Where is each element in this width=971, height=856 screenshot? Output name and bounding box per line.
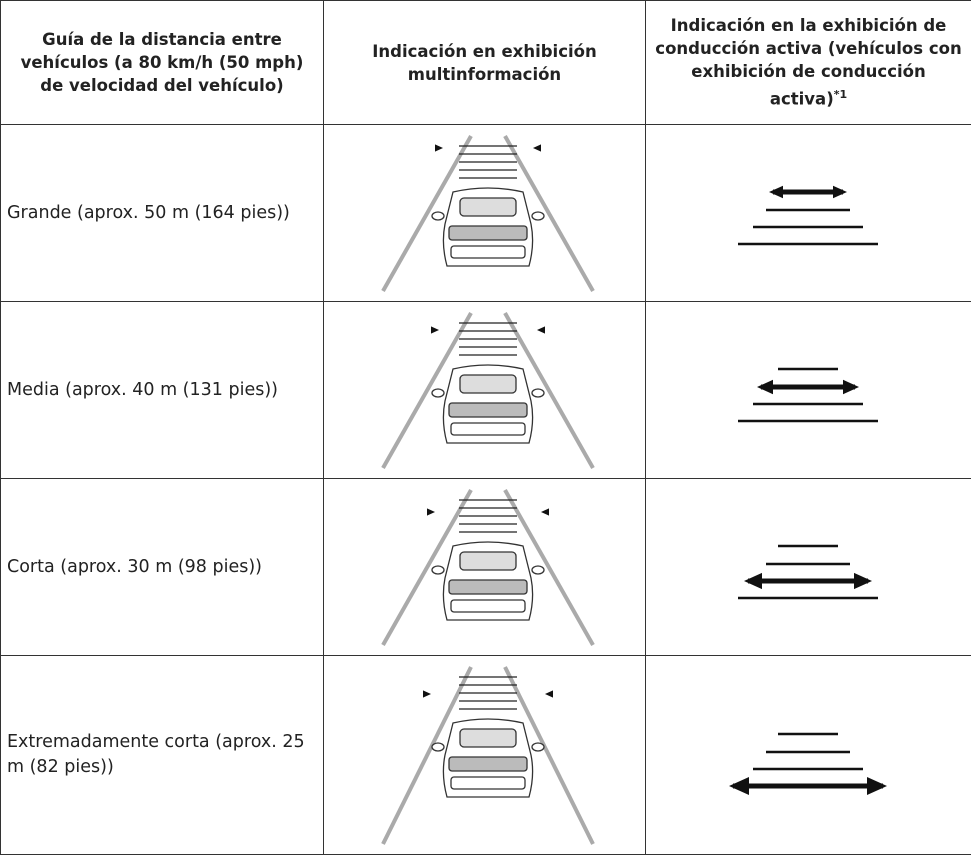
right-illustration xyxy=(737,185,878,245)
right-cell xyxy=(645,124,971,302)
car xyxy=(430,186,545,267)
arrow xyxy=(728,776,749,795)
road-edge xyxy=(380,134,473,292)
mid-cell xyxy=(323,124,646,302)
car-tail xyxy=(447,401,528,418)
header-text: Indicación en exhibición multinformación xyxy=(372,41,597,84)
mid-illustration xyxy=(380,311,595,469)
header-cell: Guía de la distancia entre vehículos (a … xyxy=(0,0,324,125)
mid-illustration xyxy=(380,488,595,646)
arrow xyxy=(853,572,872,589)
right-illustration xyxy=(737,544,878,599)
arrow xyxy=(544,689,553,698)
arrow xyxy=(540,507,549,516)
distance-label: Grande (aprox. 50 m (164 pies)) xyxy=(0,124,324,302)
car-window xyxy=(458,727,517,748)
road-edge xyxy=(380,488,473,646)
mirror xyxy=(430,741,445,752)
distance-label: Corta (aprox. 30 m (98 pies)) xyxy=(0,478,324,656)
right-illustration xyxy=(737,367,878,422)
car-window xyxy=(458,196,517,217)
footnote-ref: *1 xyxy=(833,88,848,102)
table-row: Media (aprox. 40 m (131 pies)) xyxy=(0,301,971,479)
arrow xyxy=(832,185,847,198)
header-cell: Indicación en exhibición multinformación xyxy=(323,0,646,125)
arrow xyxy=(842,379,859,394)
mid-cell xyxy=(323,655,646,855)
car xyxy=(430,540,545,621)
table-row: Extremadamente corta (aprox. 25 m (82 pi… xyxy=(0,655,971,855)
car-bumper xyxy=(449,421,526,436)
road-edge xyxy=(380,311,473,469)
road-edge xyxy=(502,665,595,845)
distance-label: Media (aprox. 40 m (131 pies)) xyxy=(0,301,324,479)
arrow xyxy=(430,325,439,334)
table-row: Corta (aprox. 30 m (98 pies)) xyxy=(0,478,971,656)
car-bumper xyxy=(449,244,526,259)
right-cell xyxy=(645,301,971,479)
mirror xyxy=(530,741,545,752)
car-bumper xyxy=(449,598,526,613)
road-edge xyxy=(502,311,595,469)
car xyxy=(430,717,545,798)
mirror xyxy=(430,210,445,221)
arrow xyxy=(866,776,887,795)
arrow xyxy=(768,185,783,198)
mirror xyxy=(530,564,545,575)
road-edge xyxy=(502,134,595,292)
car xyxy=(430,363,545,444)
car-tail xyxy=(447,755,528,772)
mirror xyxy=(430,564,445,575)
road-edge xyxy=(380,665,473,845)
car-tail xyxy=(447,578,528,595)
header-cell: Indicación en la exhibición de conducció… xyxy=(645,0,971,125)
mirror xyxy=(530,387,545,398)
car-window xyxy=(458,550,517,571)
table-body: Grande (aprox. 50 m (164 pies)) Media (ap… xyxy=(0,124,971,855)
mid-cell xyxy=(323,478,646,656)
car-window xyxy=(458,373,517,394)
mirror xyxy=(430,387,445,398)
arrow xyxy=(532,143,541,152)
arrow xyxy=(756,379,773,394)
right-illustration xyxy=(728,732,887,795)
right-cell xyxy=(645,478,971,656)
car-bumper xyxy=(449,775,526,790)
header-text: Guía de la distancia entre vehículos (a … xyxy=(20,30,304,95)
mid-illustration xyxy=(380,665,595,845)
arrow xyxy=(434,143,443,152)
mid-cell xyxy=(323,301,646,479)
distance-label: Extremadamente corta (aprox. 25 m (82 pi… xyxy=(0,655,324,855)
car-tail xyxy=(447,224,528,241)
right-cell xyxy=(645,655,971,855)
table-row: Grande (aprox. 50 m (164 pies)) xyxy=(0,124,971,302)
header-text: Indicación en la exhibición de conducció… xyxy=(655,16,962,109)
header-row: Guía de la distancia entre vehículos (a … xyxy=(0,0,971,125)
arrow xyxy=(743,572,762,589)
mirror xyxy=(530,210,545,221)
road-edge xyxy=(502,488,595,646)
arrow xyxy=(422,689,431,698)
arrow xyxy=(426,507,435,516)
mid-illustration xyxy=(380,134,595,292)
arrow xyxy=(536,325,545,334)
